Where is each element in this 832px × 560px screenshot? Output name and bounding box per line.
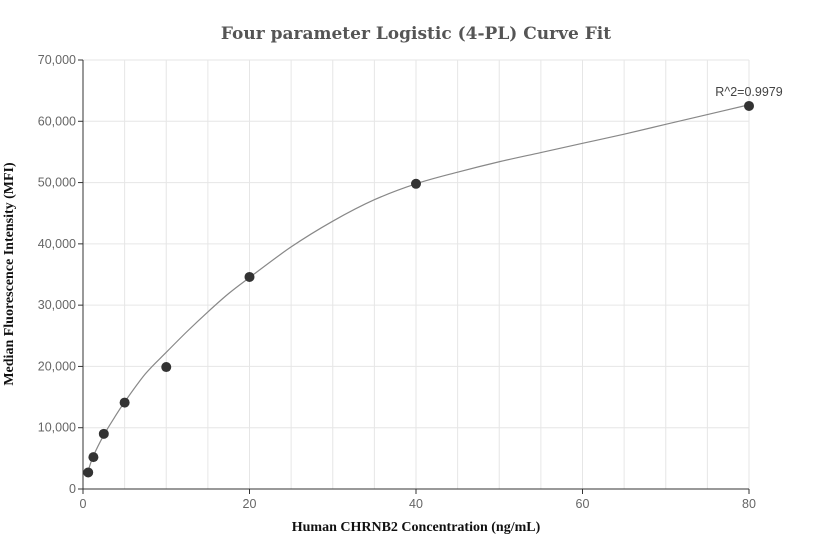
x-tick-label: 60 (576, 497, 590, 511)
grid (83, 59, 750, 489)
data-point (244, 271, 255, 282)
y-tick-label: 30,000 (38, 298, 76, 312)
y-tick-label: 40,000 (38, 237, 76, 251)
data-point (88, 452, 99, 463)
data-point (161, 362, 172, 373)
y-tick-label: 10,000 (38, 421, 76, 435)
y-tick-label: 20,000 (38, 359, 76, 373)
y-tick-label: 50,000 (38, 176, 76, 190)
x-axis-label: Human CHRNB2 Concentration (ng/mL) (292, 520, 541, 535)
data-point (411, 178, 421, 189)
axes: 0 10,000 20,000 30,000 40,000 50,000 60,000 70,… (38, 53, 756, 511)
r-squared-annotation: R^2=0.9979 (715, 85, 782, 99)
y-tick-label: 70,000 (38, 53, 76, 67)
x-tick-label: 80 (742, 497, 756, 511)
data-point (744, 100, 754, 111)
data-points (83, 100, 754, 478)
y-axis-label: Median Fluorescence Intensity (MFI) (2, 162, 17, 386)
x-tick-label: 40 (409, 497, 423, 511)
fit-curve-line (87, 104, 750, 471)
data-point (98, 428, 109, 439)
x-tick-label: 20 (243, 497, 257, 511)
y-tick-label: 60,000 (38, 114, 76, 128)
fit-curve-group (87, 104, 750, 471)
y-tick-label: 0 (69, 482, 76, 496)
data-point (83, 467, 94, 478)
x-tick-label: 0 (80, 497, 87, 511)
data-point (119, 397, 130, 408)
chart-title: Four parameter Logistic (4-PL) Curve Fit (221, 24, 611, 44)
